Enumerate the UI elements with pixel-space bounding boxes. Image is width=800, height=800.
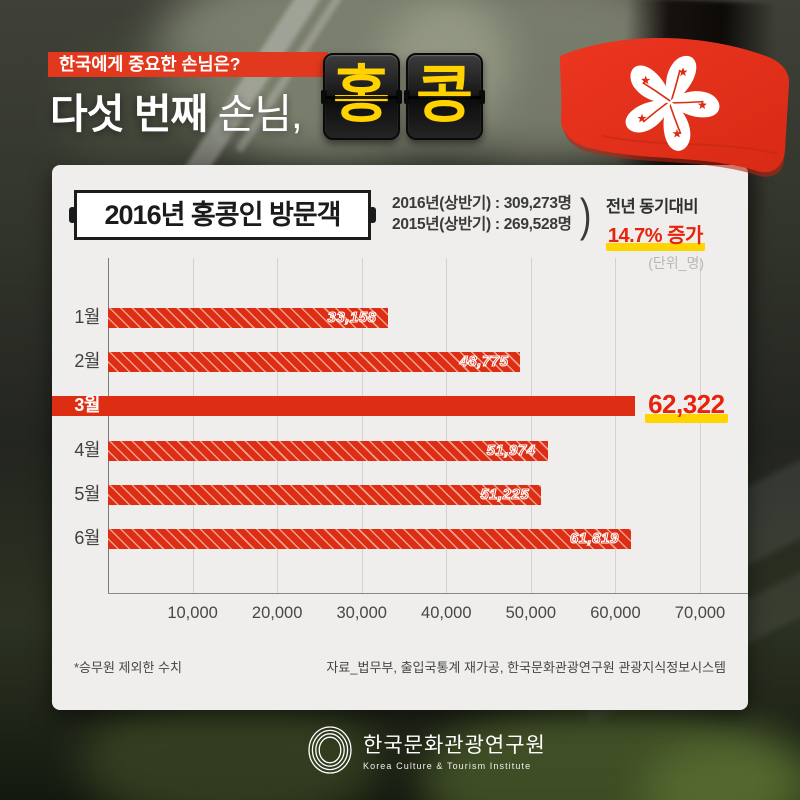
x-tick-label: 20,000 (251, 604, 303, 622)
compare-value: 14.7% 증가 (605, 219, 705, 251)
compare-block: 전년 동기대비 14.7% 증가 (605, 193, 705, 251)
compare-label: 전년 동기대비 (605, 198, 699, 216)
bar-3월 (52, 396, 636, 417)
flip-card-char: 콩 (415, 61, 474, 130)
chart-title-text: 2016년 홍콩인 방문객 (104, 200, 342, 230)
chart-panel: 2016년 홍콩인 방문객 2016년(상반기) : 309,273명 2015… (52, 165, 748, 710)
flip-hinge-icon (396, 89, 402, 104)
x-axis-line (108, 593, 748, 594)
gridline (192, 258, 194, 593)
bar-2월 (108, 352, 521, 373)
footnote-exclusion: *승무원 제외한 수치 (74, 660, 182, 675)
footnote-source: 자료_법무부, 출입국통계 재가공, 한국문화관광연구원 관광지식정보시스템 (326, 660, 726, 675)
month-label: 6월 (74, 528, 100, 548)
bar-chart: 10,000 20,000 30,000 40,000 50,000 60,000 70,0… (52, 165, 748, 710)
x-tick-label: 30,000 (336, 604, 387, 622)
gridline (615, 258, 617, 593)
title-box-tab-icon (69, 207, 76, 223)
gridline (530, 258, 532, 593)
gridline (277, 258, 279, 593)
title-box-tab-icon (369, 207, 376, 223)
kcti-name-english: Korea Culture & Tourism Institute (363, 761, 532, 771)
x-tick-label: 40,000 (421, 604, 472, 622)
bar-value: 51,225 (480, 485, 530, 503)
month-label: 2월 (74, 351, 100, 372)
kcti-logo: 한국문화관광연구원 Korea Culture & Tourism Instit… (306, 724, 546, 776)
page-title-strong: 다섯 번째 (50, 91, 208, 137)
bar-4월 (108, 440, 548, 461)
x-tick-label: 50,000 (505, 604, 557, 622)
stats-2016: 2016년(상반기) : 309,273명 (392, 195, 572, 212)
bar-value: 51,974 (486, 441, 536, 459)
x-tick-label: 60,000 (590, 604, 641, 622)
x-tick-label: 70,000 (674, 604, 726, 622)
flip-card-kong: 콩 (404, 53, 485, 140)
flip-hinge-icon (479, 89, 485, 104)
page-title-light: 손님, (207, 91, 303, 137)
bar-6월 (108, 529, 631, 549)
stats-lines: 2016년(상반기) : 309,273명 2015년(상반기) : 269,5… (392, 193, 572, 235)
gridline (700, 258, 701, 593)
bar-value-highlight: 62,322 (645, 389, 728, 424)
bar-value: 33,158 (327, 308, 377, 326)
gridline (446, 258, 448, 593)
bar-1월 (108, 308, 389, 328)
page-title: 다섯 번째 손님, (50, 80, 303, 140)
month-label: 1월 (74, 307, 100, 327)
month-label: 4월 (74, 439, 100, 460)
hong-kong-flag-icon (560, 37, 790, 177)
kcti-logo-text: 한국문화관광연구원 Korea Culture & Tourism Instit… (363, 729, 546, 771)
x-tick-label: 10,000 (167, 604, 218, 622)
kcti-rings-icon (308, 726, 352, 774)
kcti-name-korean: 한국문화관광연구원 (363, 733, 546, 757)
unit-note: (단위_명) (648, 255, 704, 271)
bar-5월 (108, 484, 542, 505)
gridline (361, 258, 363, 593)
month-label: 3월 (74, 395, 100, 416)
stats-2015: 2015년(상반기) : 269,528명 (392, 216, 572, 233)
flip-hinge-icon (404, 89, 410, 104)
bar-value: 61,819 (569, 529, 619, 547)
kicker-strip: 한국에게 중요한 손님은? (48, 52, 328, 77)
y-axis-line (108, 258, 109, 593)
flip-card-char: 홍 (332, 61, 391, 130)
stats-paren: ) (579, 189, 592, 241)
stats-block: 2016년(상반기) : 309,273명 2015년(상반기) : 269,5… (392, 189, 705, 251)
chart-title: 2016년 홍콩인 방문객 (69, 190, 376, 240)
flip-card-hong: 홍 (321, 53, 402, 140)
bar-value: 48,775 (459, 353, 509, 371)
month-label: 5월 (74, 483, 100, 504)
flip-hinge-icon (321, 89, 327, 104)
